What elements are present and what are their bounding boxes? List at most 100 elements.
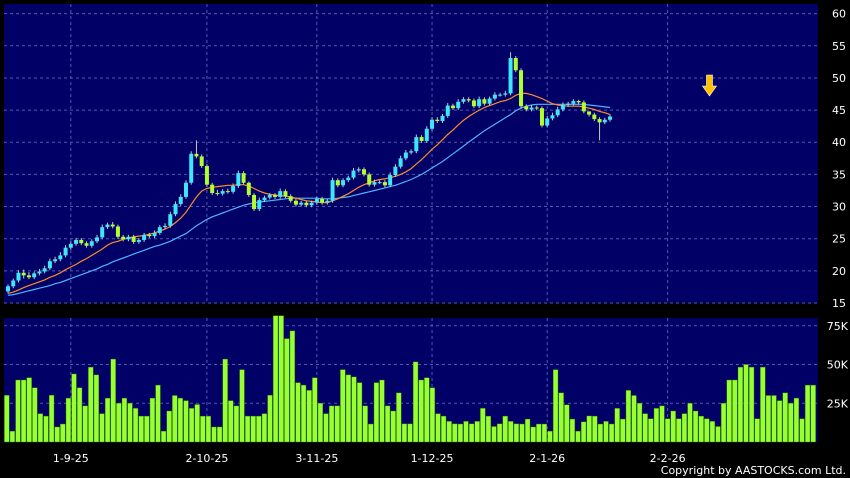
- volume-bar: [82, 405, 88, 443]
- volume-bar: [160, 430, 167, 443]
- volume-tick-label: 50K: [827, 359, 849, 372]
- candle-body: [335, 180, 340, 186]
- volume-bar: [653, 408, 660, 443]
- price-tick-label: 45: [832, 104, 846, 117]
- volume-bar: [99, 413, 105, 443]
- volume-bar: [553, 369, 559, 443]
- candle-body: [419, 137, 424, 141]
- candle-body: [189, 153, 194, 183]
- price-tick-label: 15: [832, 297, 846, 310]
- candle-body: [225, 191, 230, 193]
- volume-bar: [642, 413, 648, 443]
- volume-bar: [575, 430, 581, 443]
- candle-body: [550, 115, 555, 119]
- volume-bar: [519, 423, 525, 443]
- volume-bar: [547, 430, 553, 443]
- volume-bar: [200, 415, 206, 443]
- volume-bar: [211, 426, 217, 443]
- candle-body: [388, 175, 393, 186]
- volume-bar: [278, 315, 284, 443]
- candle-body: [283, 191, 288, 197]
- candle-body: [555, 109, 560, 116]
- volume-bar: [104, 397, 111, 443]
- candle-body: [157, 227, 162, 233]
- candle-body: [152, 232, 157, 237]
- volume-bar: [373, 382, 380, 443]
- candle-body: [430, 119, 435, 129]
- volume-bar: [743, 364, 749, 443]
- x-tick-label: 2-10-25: [185, 452, 228, 465]
- volume-bar: [620, 418, 626, 443]
- volume-bar: [441, 415, 447, 443]
- volume-bar: [396, 392, 402, 443]
- price-tick-label: 55: [832, 40, 846, 53]
- volume-bar: [222, 358, 228, 443]
- candle-body: [89, 241, 94, 246]
- volume-bar: [329, 405, 335, 443]
- volume-bar: [166, 410, 172, 443]
- candle-body: [346, 177, 351, 181]
- volume-bar: [368, 423, 374, 443]
- candle-body: [560, 104, 565, 110]
- volume-bar: [345, 374, 352, 443]
- candle-body: [84, 243, 89, 246]
- volume-bar: [704, 418, 710, 443]
- candle-body: [461, 99, 466, 102]
- candle-body: [477, 99, 482, 107]
- candle-body: [100, 227, 105, 238]
- volume-bar: [424, 377, 430, 443]
- volume-bar: [43, 415, 49, 443]
- price-tick-label: 30: [832, 201, 846, 214]
- volume-bar: [317, 403, 324, 443]
- candle-body: [529, 107, 534, 110]
- volume-bar: [21, 379, 27, 443]
- candle-body: [32, 273, 37, 278]
- candle-body: [246, 182, 251, 195]
- candle-body: [272, 194, 277, 197]
- candle-body: [74, 239, 79, 244]
- volume-bar: [435, 413, 441, 443]
- candle-body: [105, 224, 110, 228]
- candle-body: [435, 119, 440, 122]
- candle-body: [163, 225, 168, 228]
- candle-body: [115, 226, 120, 237]
- candle-body: [393, 166, 398, 176]
- volume-bar: [525, 418, 531, 443]
- candle-body: [513, 58, 518, 71]
- candle-body: [539, 108, 544, 126]
- candle-body: [314, 198, 319, 203]
- volume-bar: [637, 403, 643, 443]
- candle-body: [341, 180, 346, 186]
- candle-body: [414, 137, 419, 152]
- volume-bar: [188, 408, 195, 443]
- candle-body: [608, 116, 613, 120]
- candle-body: [440, 115, 445, 122]
- volume-bar: [541, 423, 548, 443]
- volume-bar: [4, 395, 10, 443]
- candle-body: [6, 286, 10, 292]
- candle-body: [131, 236, 136, 242]
- volume-bar: [138, 415, 144, 443]
- volume-bar: [530, 426, 536, 443]
- volume-bar: [267, 394, 273, 443]
- volume-bar: [687, 403, 693, 443]
- volume-bar: [474, 421, 480, 443]
- volume-bar: [480, 408, 486, 443]
- volume-bar: [65, 397, 72, 443]
- candle-body: [367, 174, 372, 185]
- volume-bar: [49, 394, 55, 443]
- candle-body: [403, 152, 408, 159]
- candle-body: [79, 239, 84, 244]
- volume-bar: [301, 384, 307, 443]
- candle-body: [267, 194, 272, 198]
- volume-bar: [558, 392, 564, 443]
- candle-body: [257, 200, 262, 210]
- volume-bar: [513, 423, 520, 443]
- candle-body: [372, 182, 377, 185]
- volume-bar: [737, 366, 744, 443]
- volume-bar: [581, 421, 587, 443]
- volume-bar: [648, 418, 654, 443]
- volume-bar: [463, 421, 469, 443]
- candle-body: [487, 98, 492, 104]
- volume-bar: [149, 397, 156, 443]
